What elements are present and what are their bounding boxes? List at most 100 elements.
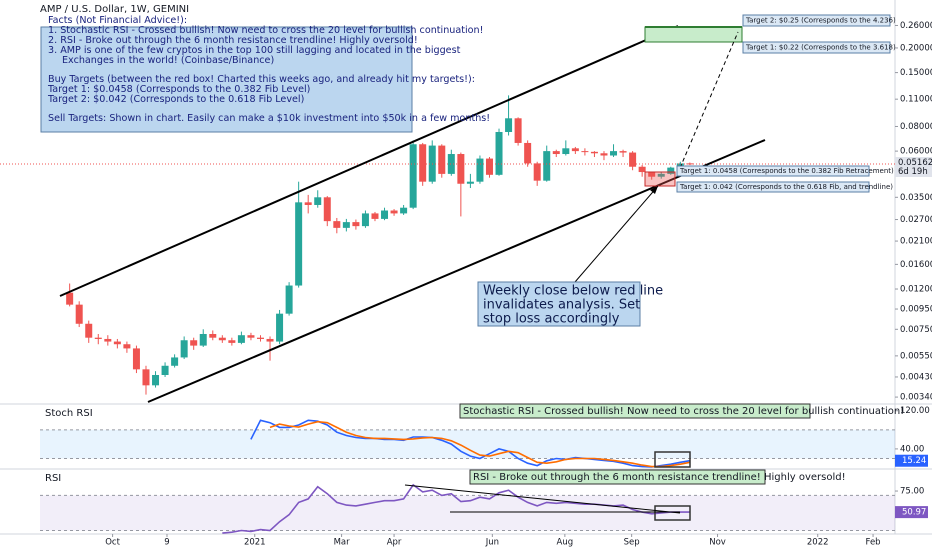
candle-body (190, 340, 198, 346)
stop-note: stop loss accordingly (483, 312, 620, 327)
candle-body (629, 152, 637, 167)
candle-body (295, 202, 303, 286)
value-tag (895, 454, 928, 467)
x-tick-label: Aug (557, 538, 574, 548)
band (40, 429, 895, 459)
candle-body (218, 337, 226, 341)
y-tick-label: 0.027000 (900, 215, 932, 225)
candle-body (152, 374, 160, 386)
candle-body (505, 118, 513, 132)
y-tick-label: 0.009500 (900, 305, 932, 315)
y-tick-label: 0.016000 (900, 260, 932, 270)
note: 3. AMP is one of the few cryptos in the … (48, 45, 461, 56)
x-tick-label: Mar (334, 538, 351, 548)
y-tick-label: 0.012000 (900, 285, 932, 295)
candle-body (638, 166, 646, 173)
candle-body (304, 202, 312, 205)
value-tag (895, 506, 928, 519)
target-label: Target 1: 0.042 (Corresponds to the 0.61… (679, 183, 893, 191)
highlight-box (654, 451, 691, 468)
candle-body (619, 151, 627, 153)
stop-note: Weekly close below red line (483, 284, 663, 299)
y-tick-label: 0.004300 (900, 372, 932, 382)
pane-title: RSI (45, 473, 61, 484)
candle-body (228, 340, 236, 343)
pane-title: Stoch RSI (45, 408, 93, 419)
stop-note: invalidates analysis. Set (483, 298, 640, 313)
symbol: AMP / U.S. Dollar, 1W, GEMINI (40, 4, 189, 15)
series-line (250, 419, 691, 468)
buy-target-box (644, 171, 676, 187)
candle-body (485, 158, 493, 175)
target-label: Target 2: $0.25 (Corresponds to the 4.23… (745, 17, 896, 25)
candle-body (276, 313, 284, 342)
candle-body (66, 292, 74, 305)
candle-body (667, 167, 675, 174)
price-tag-label: 0.051620 (898, 158, 932, 168)
candle-body (323, 197, 331, 222)
stoch-note-box (459, 403, 811, 419)
x-tick-label: 2021 (244, 538, 266, 548)
candle-body (590, 151, 598, 154)
candle-body (600, 153, 608, 156)
projection-arrow (679, 31, 739, 169)
candle-body (314, 197, 322, 205)
y-tick-label: 0.005500 (900, 351, 932, 361)
y-tick-label: 0.260000 (900, 21, 932, 31)
y-tick-label: 0.007500 (900, 325, 932, 335)
x-tick-label: Sep (624, 538, 640, 548)
channel-lower (147, 139, 766, 403)
candle-body (209, 333, 217, 338)
target-label: Target 1: $0.22 (Corresponds to the 3.61… (745, 44, 896, 52)
label-box (742, 14, 891, 27)
candle-body (400, 207, 408, 214)
candle-body (390, 210, 398, 214)
x-tick-label: Oct (105, 538, 120, 548)
rsi-trendline (404, 484, 681, 514)
countdown: 6d 19h (898, 167, 928, 177)
x-tick-label: Jun (485, 538, 499, 548)
candle-body (85, 323, 93, 338)
note: Exchanges in the world! (Coinbase/Binanc… (62, 55, 274, 66)
candle-body (495, 131, 503, 175)
candle-body (142, 369, 150, 386)
candle-body (524, 142, 532, 164)
candle-body (361, 213, 369, 227)
candle-body (676, 163, 684, 168)
candle-body (94, 337, 102, 339)
x-tick-label: 2022 (807, 538, 829, 548)
candle-body (657, 173, 665, 177)
candle-body (342, 222, 350, 228)
label-box (676, 165, 870, 177)
arrow-head (650, 186, 658, 194)
candle-body (533, 163, 541, 181)
plot: 0.260000 0.200000 0.150000 0.110000 0.080000… (0, 21, 932, 548)
candle-body (75, 304, 83, 324)
y-tick-label: 0.200000 (900, 43, 932, 53)
value-tag-label: 50.97 (902, 508, 926, 518)
x-tick-label: Feb (866, 538, 881, 548)
y-tick-label: 0.003400 (900, 393, 932, 403)
price-tag (895, 157, 932, 178)
channel-upper (59, 25, 679, 297)
rsi-note: RSI - Broke out through the 6 month resi… (473, 472, 846, 483)
label-box (676, 181, 870, 193)
value-tag-label: 15.24 (902, 456, 926, 466)
candle-body (543, 151, 551, 181)
candle-body (447, 154, 455, 174)
candle-body (686, 163, 694, 165)
y-tick-label: 0.021000 (900, 237, 932, 247)
candle-body (562, 148, 570, 155)
note: Buy Targets (between the red box! Charte… (48, 74, 475, 85)
y-tick-label: 120.00 (900, 406, 930, 416)
series-line (269, 420, 691, 468)
note: 1. Stochastic RSI - Crossed bullish! Now… (48, 25, 483, 36)
candle-body (371, 213, 379, 219)
x-tick-label: Nov (709, 538, 726, 548)
label-box (742, 41, 891, 54)
note: Facts (Not Financial Advice!): (48, 15, 187, 26)
candle-body (285, 285, 293, 314)
note: Target 1: $0.0458 (Corresponds to the 0.… (47, 84, 310, 95)
target-label: Target 1: 0.0458 (Corresponds to the 0.3… (679, 167, 894, 175)
